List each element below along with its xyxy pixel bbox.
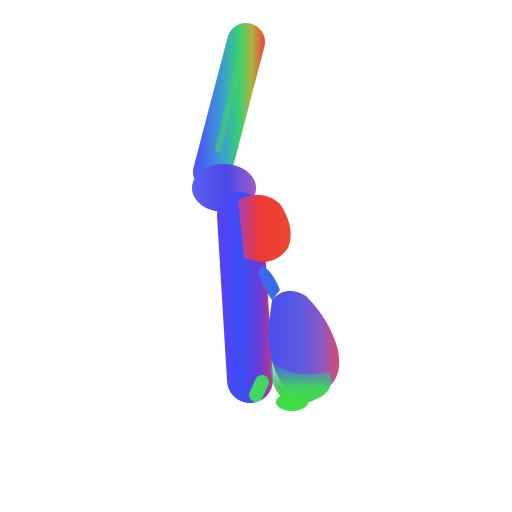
lower-limb xyxy=(268,290,340,394)
toe xyxy=(276,393,308,411)
red-part xyxy=(238,194,291,262)
body-limb xyxy=(217,192,273,403)
body-foot xyxy=(249,375,269,402)
lower-limb-base xyxy=(270,360,332,405)
upper-limb-highlight xyxy=(215,57,243,153)
connector xyxy=(258,266,280,300)
